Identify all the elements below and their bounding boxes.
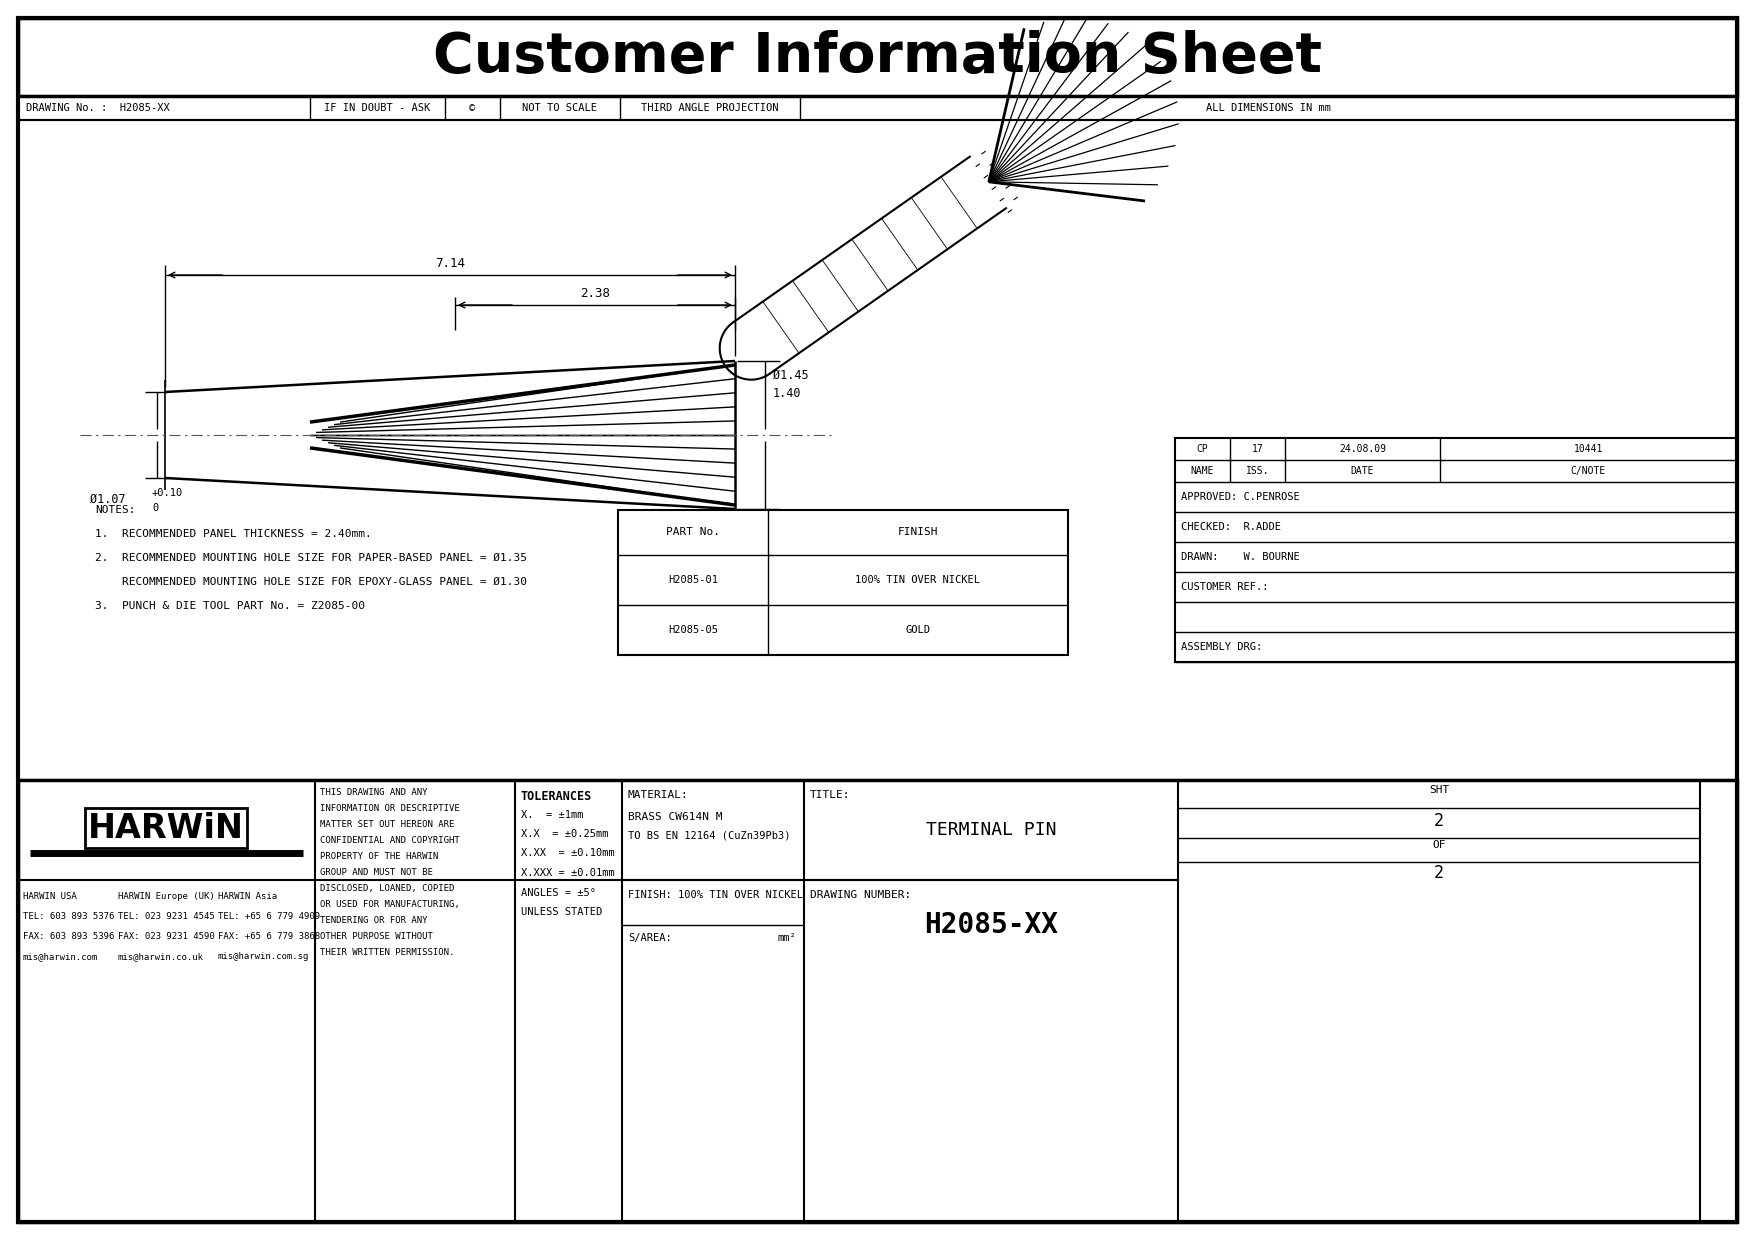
- Text: OR USED FOR MANUFACTURING,: OR USED FOR MANUFACTURING,: [319, 900, 460, 909]
- Text: 17: 17: [1251, 444, 1264, 454]
- Text: X.X  = ±0.25mm: X.X = ±0.25mm: [521, 830, 609, 839]
- Text: H2085-05: H2085-05: [669, 625, 718, 635]
- Text: ©: ©: [469, 103, 476, 113]
- Bar: [18, 120, 1737, 780]
- Text: THIS DRAWING AND ANY: THIS DRAWING AND ANY: [319, 787, 428, 797]
- Text: Ø1.45: Ø1.45: [772, 370, 809, 382]
- Bar: [18, 19, 1737, 95]
- Bar: [1176, 438, 1737, 662]
- Text: RECOMMENDED MOUNTING HOLE SIZE FOR EPOXY-GLASS PANEL = Ø1.30: RECOMMENDED MOUNTING HOLE SIZE FOR EPOXY…: [95, 577, 526, 587]
- Text: HARWIN Europe (UK): HARWIN Europe (UK): [118, 892, 214, 901]
- Text: mis@harwin.co.uk: mis@harwin.co.uk: [118, 952, 204, 961]
- Text: TEL: 603 893 5376: TEL: 603 893 5376: [23, 911, 114, 921]
- Text: 100% TIN OVER NICKEL: 100% TIN OVER NICKEL: [855, 575, 981, 585]
- Text: DISCLOSED, LOANED, COPIED: DISCLOSED, LOANED, COPIED: [319, 884, 455, 893]
- Text: mis@harwin.com.sg: mis@harwin.com.sg: [218, 952, 309, 961]
- Text: APPROVED: C.PENROSE: APPROVED: C.PENROSE: [1181, 492, 1300, 502]
- Text: CHECKED:  R.ADDE: CHECKED: R.ADDE: [1181, 522, 1281, 532]
- Text: MATERIAL:: MATERIAL:: [628, 790, 688, 800]
- Text: TITLE:: TITLE:: [811, 790, 851, 800]
- Text: Ø1.07: Ø1.07: [90, 494, 126, 506]
- Text: CONFIDENTIAL AND COPYRIGHT: CONFIDENTIAL AND COPYRIGHT: [319, 836, 460, 844]
- Text: Customer Information Sheet: Customer Information Sheet: [433, 30, 1322, 84]
- Text: 24.08.09: 24.08.09: [1339, 444, 1386, 454]
- Text: UNLESS STATED: UNLESS STATED: [521, 906, 602, 918]
- Text: C/NOTE: C/NOTE: [1571, 466, 1606, 476]
- Text: OTHER PURPOSE WITHOUT: OTHER PURPOSE WITHOUT: [319, 932, 433, 941]
- Text: HARWIN Asia: HARWIN Asia: [218, 892, 277, 901]
- Text: +0.10: +0.10: [153, 489, 183, 498]
- Text: TERMINAL PIN: TERMINAL PIN: [925, 821, 1057, 839]
- Text: DRAWING NUMBER:: DRAWING NUMBER:: [811, 890, 911, 900]
- Text: mis@harwin.com: mis@harwin.com: [23, 952, 98, 961]
- Text: TO BS EN 12164 (CuZn39Pb3): TO BS EN 12164 (CuZn39Pb3): [628, 830, 790, 839]
- Text: DRAWN:    W. BOURNE: DRAWN: W. BOURNE: [1181, 552, 1300, 562]
- Bar: [18, 780, 1737, 1221]
- Text: TEL: 023 9231 4545: TEL: 023 9231 4545: [118, 911, 214, 921]
- Text: 2.  RECOMMENDED MOUNTING HOLE SIZE FOR PAPER-BASED PANEL = Ø1.35: 2. RECOMMENDED MOUNTING HOLE SIZE FOR PA…: [95, 553, 526, 563]
- Text: 7.14: 7.14: [435, 257, 465, 270]
- Text: 2.38: 2.38: [579, 286, 611, 300]
- Text: DRAWING No. :  H2085-XX: DRAWING No. : H2085-XX: [26, 103, 170, 113]
- Bar: [618, 510, 1069, 655]
- Text: H2085-01: H2085-01: [669, 575, 718, 585]
- Text: 2: 2: [1434, 864, 1444, 882]
- Text: X.XXX = ±0.01mm: X.XXX = ±0.01mm: [521, 868, 614, 878]
- Text: 2: 2: [1434, 812, 1444, 830]
- Text: PART No.: PART No.: [665, 527, 720, 537]
- Text: NAME: NAME: [1190, 466, 1214, 476]
- Text: OF: OF: [1432, 839, 1446, 849]
- Text: X.  = ±1mm: X. = ±1mm: [521, 810, 583, 820]
- Text: PROPERTY OF THE HARWIN: PROPERTY OF THE HARWIN: [319, 852, 439, 861]
- Text: GOLD: GOLD: [906, 625, 930, 635]
- Text: FAX: +65 6 779 3868: FAX: +65 6 779 3868: [218, 932, 319, 941]
- Text: ISS.: ISS.: [1246, 466, 1269, 476]
- Text: 0: 0: [153, 503, 158, 513]
- Text: HARWIN USA: HARWIN USA: [23, 892, 77, 901]
- Text: INFORMATION OR DESCRIPTIVE: INFORMATION OR DESCRIPTIVE: [319, 804, 460, 813]
- Text: HARWiN: HARWiN: [88, 811, 244, 844]
- Text: FAX: 603 893 5396: FAX: 603 893 5396: [23, 932, 114, 941]
- Text: FINISH: FINISH: [899, 527, 939, 537]
- Text: ANGLES = ±5°: ANGLES = ±5°: [521, 888, 597, 898]
- Text: NOT TO SCALE: NOT TO SCALE: [523, 103, 597, 113]
- Text: 10441: 10441: [1574, 444, 1602, 454]
- Text: TENDERING OR FOR ANY: TENDERING OR FOR ANY: [319, 916, 428, 925]
- Text: BRASS CW614N M: BRASS CW614N M: [628, 812, 723, 822]
- Text: H2085-XX: H2085-XX: [923, 911, 1058, 939]
- Text: IF IN DOUBT - ASK: IF IN DOUBT - ASK: [325, 103, 430, 113]
- Text: TOLERANCES: TOLERANCES: [521, 790, 591, 804]
- Text: THEIR WRITTEN PERMISSION.: THEIR WRITTEN PERMISSION.: [319, 949, 455, 957]
- Text: SHT: SHT: [1429, 785, 1450, 795]
- Text: NOTES:: NOTES:: [95, 505, 135, 515]
- Text: GROUP AND MUST NOT BE: GROUP AND MUST NOT BE: [319, 868, 433, 877]
- Text: CUSTOMER REF.:: CUSTOMER REF.:: [1181, 582, 1269, 591]
- Text: FINISH: 100% TIN OVER NICKEL: FINISH: 100% TIN OVER NICKEL: [628, 890, 804, 900]
- Text: X.XX  = ±0.10mm: X.XX = ±0.10mm: [521, 848, 614, 858]
- Text: S/AREA:: S/AREA:: [628, 932, 672, 942]
- Bar: [18, 95, 1737, 120]
- Text: 3.  PUNCH & DIE TOOL PART No. = Z2085-00: 3. PUNCH & DIE TOOL PART No. = Z2085-00: [95, 601, 365, 611]
- Text: ASSEMBLY DRG:: ASSEMBLY DRG:: [1181, 642, 1262, 652]
- Text: THIRD ANGLE PROJECTION: THIRD ANGLE PROJECTION: [641, 103, 779, 113]
- Text: ALL DIMENSIONS IN mm: ALL DIMENSIONS IN mm: [1206, 103, 1330, 113]
- Text: mm²: mm²: [777, 932, 797, 942]
- Text: FAX: 023 9231 4590: FAX: 023 9231 4590: [118, 932, 214, 941]
- Text: 1.40: 1.40: [772, 387, 802, 401]
- Text: TEL: +65 6 779 4909: TEL: +65 6 779 4909: [218, 911, 319, 921]
- Text: DATE: DATE: [1351, 466, 1374, 476]
- Text: MATTER SET OUT HEREON ARE: MATTER SET OUT HEREON ARE: [319, 820, 455, 830]
- Text: 1.  RECOMMENDED PANEL THICKNESS = 2.40mm.: 1. RECOMMENDED PANEL THICKNESS = 2.40mm.: [95, 529, 372, 539]
- Text: CP: CP: [1197, 444, 1209, 454]
